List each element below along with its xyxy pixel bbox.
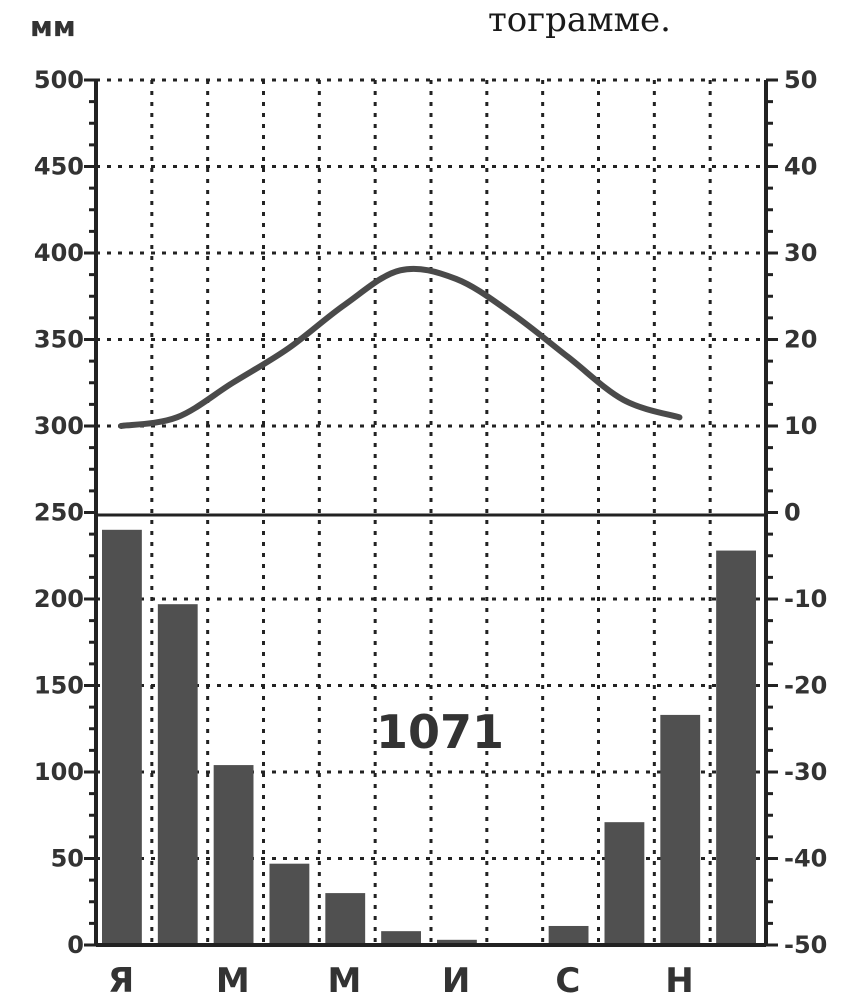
x-tick-label: Н <box>665 961 693 1001</box>
y-tick-label: 50 <box>51 845 84 873</box>
y-tick-label: 450 <box>34 153 84 181</box>
y-tick-label: 400 <box>34 239 84 267</box>
annual-total-label: 1071 <box>376 705 504 759</box>
precipitation-bar <box>660 714 701 945</box>
y2-tick-label: 30 <box>784 239 817 267</box>
y2-tick-label: 40 <box>784 153 817 181</box>
precipitation-bar <box>716 550 756 945</box>
axes-layer <box>84 78 778 947</box>
x-tick-label: С <box>555 961 580 1001</box>
x-tick-label: М <box>328 961 362 1001</box>
precipitation-bar <box>269 863 310 945</box>
y2-tick-label: -10 <box>784 585 827 613</box>
y2-tick-label: -40 <box>784 845 827 873</box>
grid-layer <box>96 78 766 945</box>
y-tick-label: 0 <box>67 931 84 959</box>
precipitation-bar <box>604 822 645 945</box>
y-tick-label: 200 <box>34 585 84 613</box>
line-layer <box>118 265 683 429</box>
precipitation-bar <box>548 925 589 945</box>
labels-layer: 050100150200250300350400450500-50-40-30-… <box>34 66 827 1001</box>
precipitation-bar <box>381 931 421 945</box>
x-tick-label: М <box>216 961 250 1001</box>
temperature-line <box>118 265 683 429</box>
y2-tick-label: 0 <box>784 499 801 527</box>
y2-tick-label: 50 <box>784 66 817 94</box>
y-tick-label: 150 <box>34 672 84 700</box>
y2-tick-label: -50 <box>784 931 827 959</box>
x-tick-label: И <box>442 961 470 1001</box>
precipitation-bar <box>437 939 477 945</box>
y2-tick-label: 20 <box>784 326 817 354</box>
y2-tick-label: -30 <box>784 758 827 786</box>
y-tick-label: 350 <box>34 326 84 354</box>
x-tick-label: Я <box>108 961 134 1001</box>
y-tick-label: 100 <box>34 758 84 786</box>
unit-label: мм <box>30 10 76 43</box>
y2-tick-label: 10 <box>784 412 817 440</box>
precipitation-bar <box>325 893 366 945</box>
page-caption: тограмме. <box>488 0 671 40</box>
y-tick-label: 250 <box>34 499 84 527</box>
y-tick-label: 300 <box>34 412 84 440</box>
precipitation-bar <box>157 604 198 945</box>
y2-tick-label: -20 <box>784 672 827 700</box>
bars-layer <box>102 529 756 945</box>
y-tick-label: 500 <box>34 66 84 94</box>
precipitation-bar <box>102 529 142 945</box>
precipitation-bar <box>213 765 254 945</box>
